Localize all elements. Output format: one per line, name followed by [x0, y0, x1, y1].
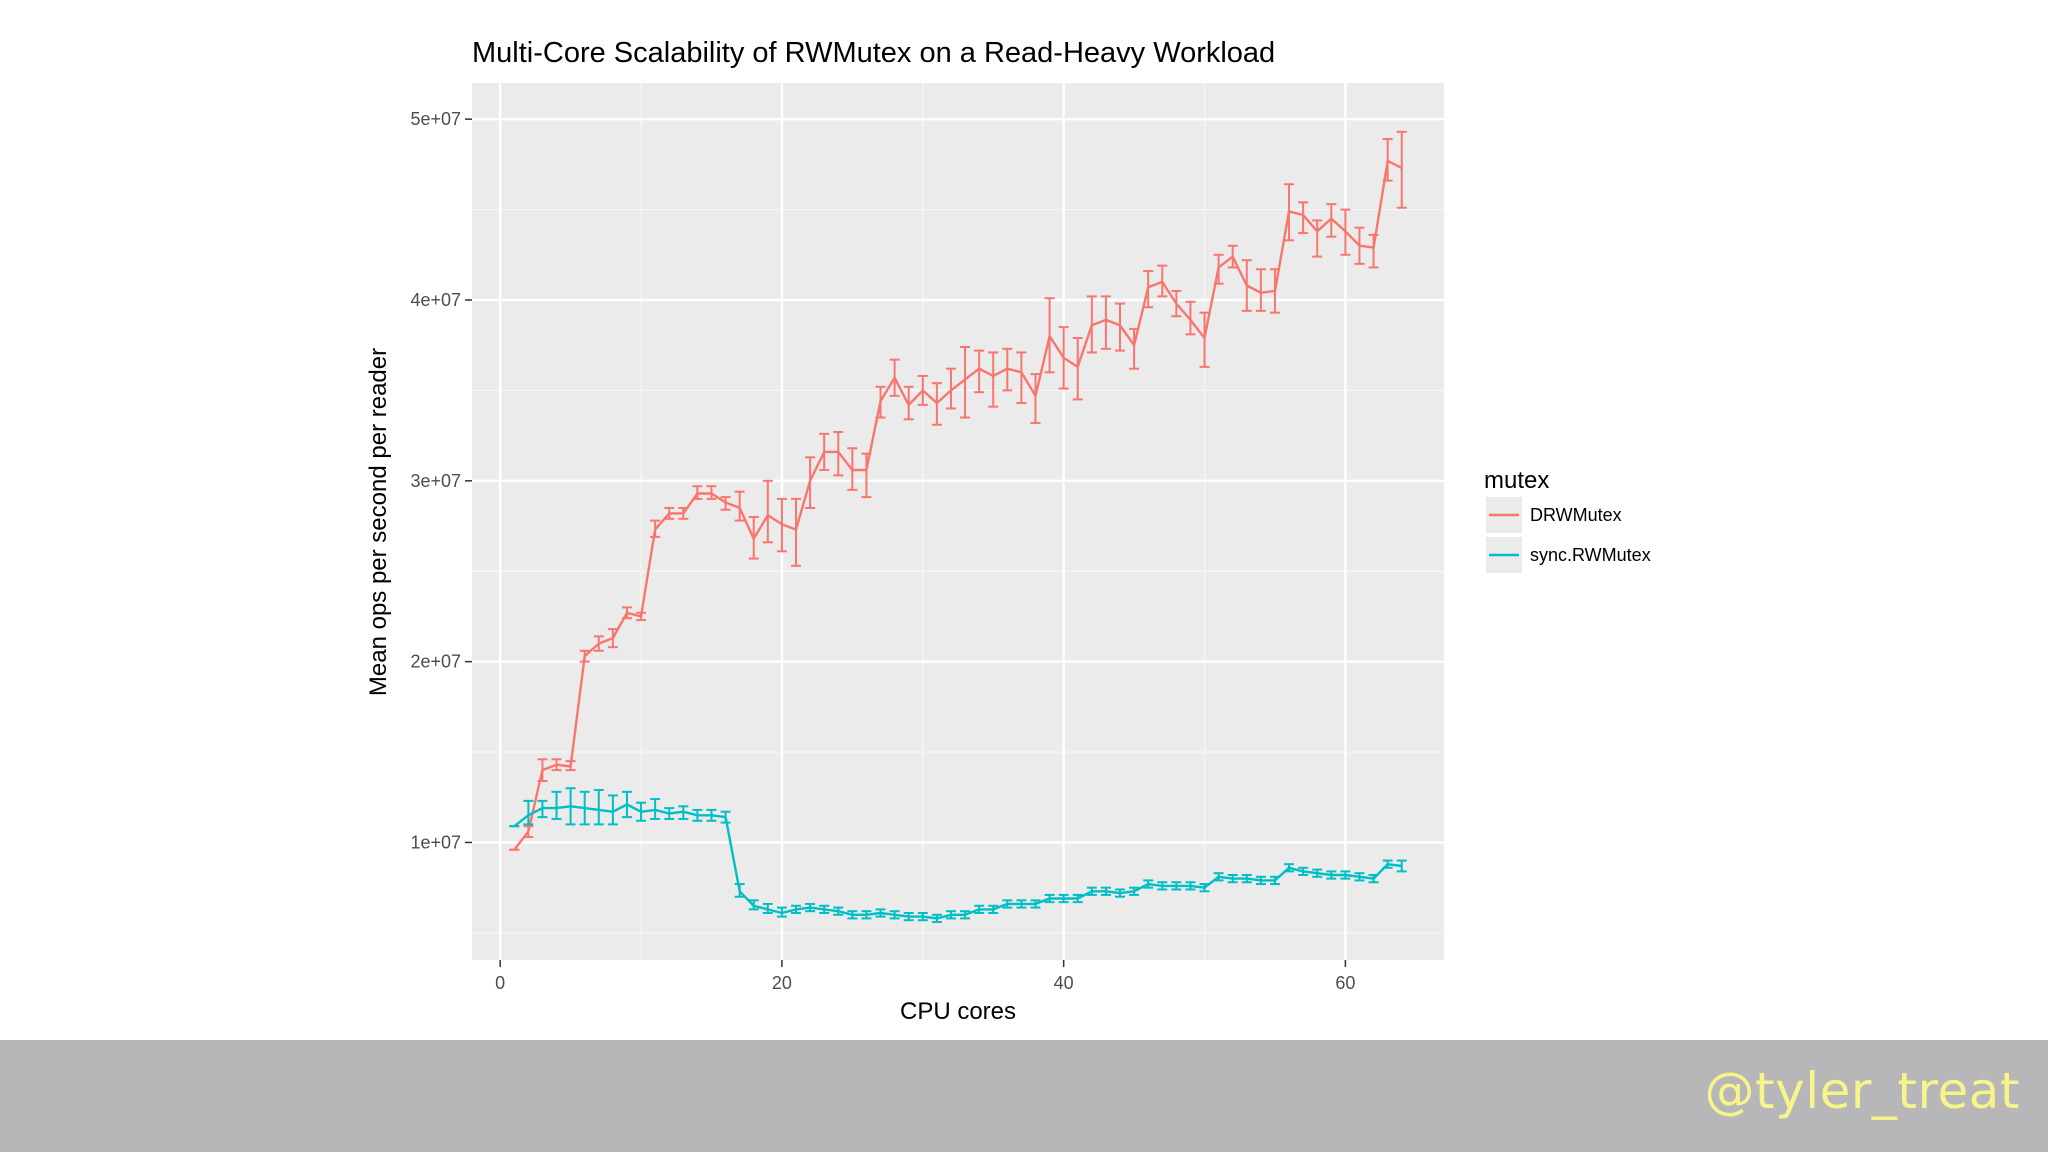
error-bar [1199, 311, 1210, 368]
footer-bar: @tyler_treat [0, 1040, 2048, 1152]
y-axis-label: Mean ops per second per reader [365, 348, 392, 696]
grid-minor [472, 83, 1444, 960]
plot-panel [472, 83, 1444, 960]
chart: Multi-Core Scalability of RWMutex on a R… [365, 37, 1651, 1025]
y-tick-label: 2e+07 [410, 652, 461, 672]
error-bar [1368, 233, 1379, 269]
legend-items: DRWMutex sync.RWMutex [1486, 497, 1651, 573]
error-bar [1030, 373, 1041, 424]
x-axis-label: CPU cores [900, 998, 1016, 1025]
author-handle: @tyler_treat [1704, 1062, 2020, 1120]
series-line [513, 803, 1402, 920]
x-tick-label: 40 [1054, 973, 1074, 993]
error-bar [607, 794, 618, 826]
series-layer [509, 130, 1407, 924]
error-bar [945, 367, 956, 410]
error-bar [960, 346, 971, 419]
error-bar [1016, 351, 1027, 405]
error-bar [988, 351, 999, 408]
error-bar [1100, 295, 1111, 350]
chart-title: Multi-Core Scalability of RWMutex on a R… [472, 37, 1275, 69]
error-bar [593, 789, 604, 826]
legend-label: sync.RWMutex [1530, 545, 1651, 565]
series-drwmutex [509, 130, 1407, 851]
error-bar [1072, 336, 1083, 401]
series-sync-rwmutex [509, 787, 1407, 924]
y-tick-label: 5e+07 [410, 109, 461, 129]
error-bar [1396, 859, 1407, 873]
error-bar [1185, 300, 1196, 336]
y-tick-label: 1e+07 [410, 832, 461, 852]
error-bar [1326, 203, 1337, 238]
series-line [513, 159, 1403, 851]
error-bar [762, 479, 773, 544]
error-bar [734, 490, 745, 522]
error-bar [791, 497, 801, 567]
error-bar [1298, 201, 1309, 235]
legend-item: sync.RWMutex [1486, 537, 1651, 573]
x-tick-label: 60 [1335, 973, 1355, 993]
legend-item: DRWMutex [1486, 497, 1622, 533]
axes-layer: 0 20 40 60 1e+07 2e+07 3e+07 4e+07 5e+07 [410, 109, 1355, 993]
error-bar [523, 799, 534, 826]
error-bar [1396, 130, 1407, 209]
error-bar [974, 349, 985, 394]
error-bar [1255, 268, 1266, 312]
legend-label: DRWMutex [1530, 505, 1622, 525]
y-tick-label: 4e+07 [410, 290, 461, 310]
y-tick-label: 3e+07 [410, 471, 461, 491]
error-bar [551, 790, 562, 820]
slide-canvas: Multi-Core Scalability of RWMutex on a R… [365, 37, 1651, 1025]
error-bar [1312, 219, 1323, 258]
x-tick-label: 20 [772, 973, 792, 993]
legend: mutex DRWMutex sync.RWMutex [1484, 467, 1651, 573]
legend-title: mutex [1484, 467, 1549, 494]
x-tick-label: 0 [495, 973, 505, 993]
